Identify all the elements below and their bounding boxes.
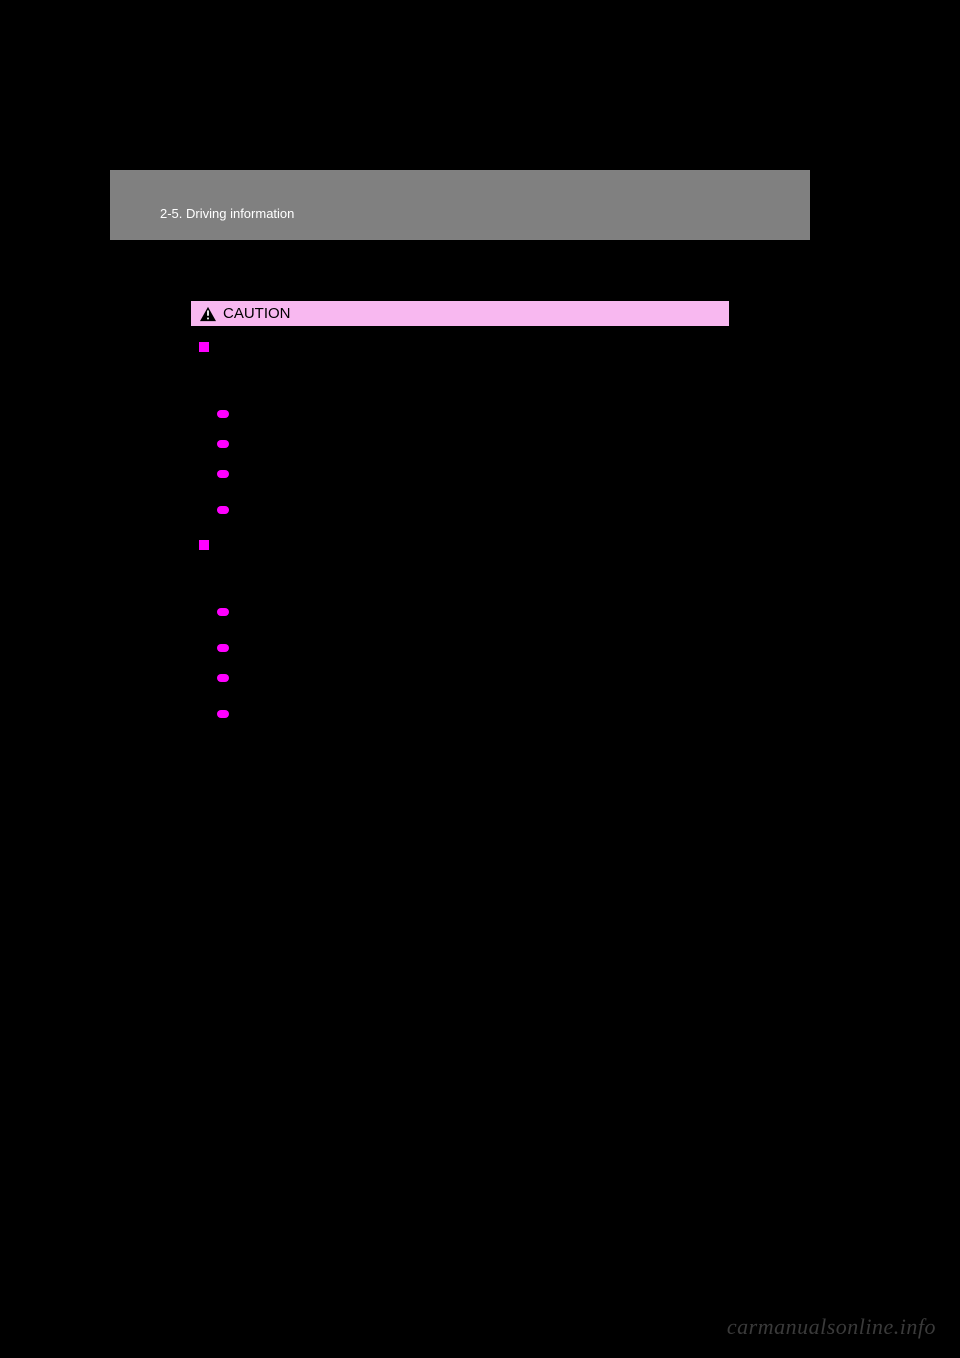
caution-body [191,326,729,766]
caution-bullet-2-3 [217,674,721,682]
caution-bullet-2-1 [217,608,721,616]
caution-section-2 [199,540,721,550]
pill-marker-icon [217,506,229,514]
pill-marker-icon [217,470,229,478]
pill-marker-icon [217,710,229,718]
pill-marker-icon [217,440,229,448]
section-header-text: 2-5. Driving information [160,206,294,221]
caution-box: CAUTION [190,300,730,767]
pill-marker-icon [217,644,229,652]
caution-bullet-1-1 [217,410,721,418]
caution-bullet-1-4 [217,506,721,514]
caution-section-1 [199,342,721,352]
caution-bullet-1-3 [217,470,721,478]
caution-title: CAUTION [223,305,291,322]
caution-bullet-1-2 [217,440,721,448]
caution-bullet-2-4 [217,710,721,718]
pill-marker-icon [217,608,229,616]
square-marker-icon [199,342,209,352]
caution-bullet-2-2 [217,644,721,652]
section-header-bar: 2-5. Driving information [110,170,810,240]
watermark-text: carmanualsonline.info [727,1314,936,1340]
warning-triangle-icon [199,306,217,322]
content-area: CAUTION [190,300,730,767]
pill-marker-icon [217,410,229,418]
square-marker-icon [199,540,209,550]
caution-header: CAUTION [191,301,729,326]
pill-marker-icon [217,674,229,682]
